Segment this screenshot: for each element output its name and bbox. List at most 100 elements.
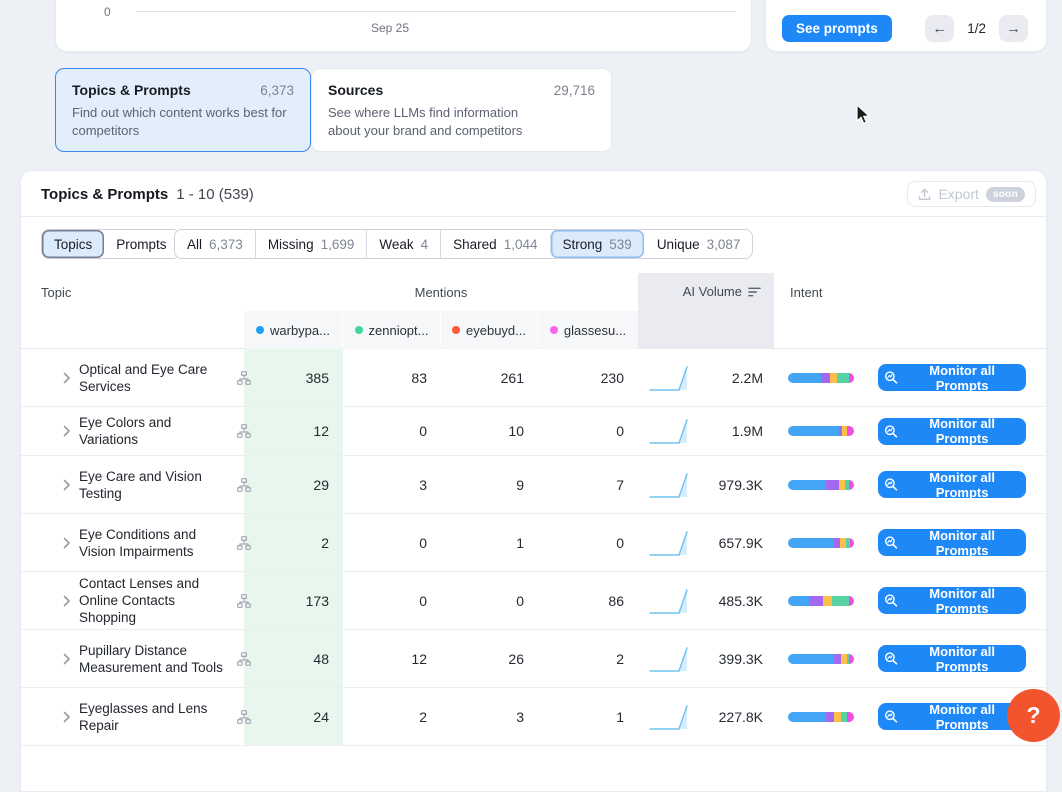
monitor-all-prompts-button[interactable]: Monitor all Prompts — [878, 364, 1026, 391]
monitor-all-prompts-button[interactable]: Monitor all Prompts — [878, 587, 1026, 614]
mentions-eyebuydirect: 0 — [441, 572, 538, 629]
intent-segment — [832, 596, 849, 606]
intent-segment — [847, 426, 854, 436]
monitor-all-prompts-button[interactable]: Monitor all Prompts — [878, 471, 1026, 498]
monitor-magnifier-icon — [884, 535, 898, 550]
toggle-prompts[interactable]: Prompts — [104, 230, 178, 258]
filter-missing[interactable]: Missing1,699 — [255, 230, 367, 258]
column-ai-volume[interactable]: AI Volume — [638, 273, 774, 349]
expand-chevron-icon[interactable] — [63, 595, 71, 607]
nav-card-count: 6,373 — [260, 83, 294, 98]
intent-segment — [821, 373, 830, 383]
mentions-zennioptical: 0 — [343, 514, 441, 571]
monitor-all-prompts-button[interactable]: Monitor all Prompts — [878, 703, 1026, 730]
table-row: Eye Conditions and Vision Impairments 2 … — [21, 514, 1046, 572]
monitor-button-label: Monitor all Prompts — [904, 363, 1020, 393]
mentions-warbyparker: 24 — [244, 688, 343, 745]
filter-unique[interactable]: Unique3,087 — [644, 230, 753, 258]
help-button[interactable]: ? — [1007, 689, 1060, 742]
mentions-glassesusa: 230 — [538, 349, 638, 406]
monitor-button-label: Monitor all Prompts — [904, 702, 1020, 732]
nav-card-title: Sources — [328, 82, 383, 98]
table-row: Eye Care and Vision Testing 29 3 9 7 979… — [21, 456, 1046, 514]
brand-dot — [256, 326, 264, 334]
trend-sparkline — [649, 644, 699, 674]
ai-volume-value: 485.3K — [701, 572, 763, 629]
ai-volume-value: 657.9K — [701, 514, 763, 571]
nav-card-sources[interactable]: Sources 29,716 See where LLMs find infor… — [311, 68, 612, 152]
topic-name[interactable]: Eye Conditions and Vision Impairments — [79, 526, 229, 560]
trend-sparkline — [649, 528, 699, 558]
brand-column-warbyparker[interactable]: warbypa... — [244, 311, 342, 349]
nav-card-topics-prompts[interactable]: Topics & Prompts 6,373 Find out which co… — [55, 68, 311, 152]
table-row: Optical and Eye Care Services 385 83 261… — [21, 349, 1046, 407]
mentions-glassesusa: 2 — [538, 630, 638, 687]
upload-icon — [918, 188, 931, 201]
monitor-all-prompts-button[interactable]: Monitor all Prompts — [878, 529, 1026, 556]
toggle-topics[interactable]: Topics — [42, 230, 104, 258]
topic-name[interactable]: Eye Colors and Variations — [79, 414, 229, 448]
intent-bar — [788, 596, 854, 606]
brand-column-glassesusa[interactable]: glassesu... — [538, 311, 638, 349]
mentions-glassesusa: 0 — [538, 514, 638, 571]
column-topic: Topic — [41, 273, 71, 311]
intent-segment — [788, 712, 826, 722]
topic-name[interactable]: Eye Care and Vision Testing — [79, 468, 229, 502]
table-title: Topics & Prompts — [41, 186, 168, 203]
ai-volume-value: 979.3K — [701, 456, 763, 513]
expand-chevron-icon[interactable] — [63, 653, 71, 665]
column-mentions: Mentions — [244, 273, 638, 311]
nav-card-description: Find out which content works best for co… — [72, 104, 294, 139]
nav-card-description: See where LLMs find information about yo… — [328, 104, 553, 139]
mentions-eyebuydirect: 3 — [441, 688, 538, 745]
expand-chevron-icon[interactable] — [63, 479, 71, 491]
intent-segment — [850, 538, 854, 548]
topic-name[interactable]: Contact Lenses and Online Contacts Shopp… — [79, 575, 229, 626]
intent-bar — [788, 654, 854, 664]
filter-strong[interactable]: Strong539 — [550, 230, 644, 258]
intent-segment — [788, 426, 839, 436]
mentions-glassesusa: 0 — [538, 407, 638, 455]
monitor-magnifier-icon — [884, 709, 898, 724]
intent-bar — [788, 373, 854, 383]
mentions-zennioptical: 83 — [343, 349, 441, 406]
mentions-warbyparker: 2 — [244, 514, 343, 571]
see-prompts-button[interactable]: See prompts — [782, 15, 892, 42]
monitor-magnifier-icon — [884, 593, 898, 608]
topic-name[interactable]: Eyeglasses and Lens Repair — [79, 700, 229, 734]
filter-weak[interactable]: Weak4 — [366, 230, 440, 258]
monitor-button-label: Monitor all Prompts — [904, 586, 1020, 616]
brand-column-zennioptical[interactable]: zenniopt... — [343, 311, 440, 349]
monitor-all-prompts-button[interactable]: Monitor all Prompts — [878, 418, 1026, 445]
topics-prompts-table-card: Topics & Prompts 1 - 10 (539) Export soo… — [20, 170, 1047, 792]
mentions-eyebuydirect: 261 — [441, 349, 538, 406]
intent-segment — [788, 538, 834, 548]
column-intent: Intent — [790, 273, 823, 311]
intent-segment — [849, 480, 854, 490]
filter-all[interactable]: All6,373 — [175, 230, 255, 258]
intent-segment — [834, 654, 841, 664]
expand-chevron-icon[interactable] — [63, 711, 71, 723]
expand-chevron-icon[interactable] — [63, 537, 71, 549]
prev-page-button[interactable]: ← — [925, 15, 954, 42]
topic-name[interactable]: Optical and Eye Care Services — [79, 361, 229, 395]
monitor-magnifier-icon — [884, 424, 898, 439]
monitor-magnifier-icon — [884, 477, 898, 492]
next-page-button[interactable]: → — [999, 15, 1028, 42]
intent-segment — [834, 712, 841, 722]
intent-segment — [788, 654, 834, 664]
mentions-glassesusa: 1 — [538, 688, 638, 745]
intent-segment — [830, 373, 838, 383]
intent-bar — [788, 712, 854, 722]
expand-chevron-icon[interactable] — [63, 372, 71, 384]
monitor-button-label: Monitor all Prompts — [904, 528, 1020, 558]
mentions-glassesusa: 86 — [538, 572, 638, 629]
intent-segment — [788, 480, 826, 490]
topic-name[interactable]: Pupillary Distance Measurement and Tools — [79, 642, 229, 676]
filter-shared[interactable]: Shared1,044 — [440, 230, 549, 258]
ai-volume-value: 1.9M — [701, 407, 763, 455]
export-button[interactable]: Export soon — [907, 181, 1036, 207]
monitor-all-prompts-button[interactable]: Monitor all Prompts — [878, 645, 1026, 672]
brand-column-eyebuydirect[interactable]: eyebuyd... — [441, 311, 537, 349]
expand-chevron-icon[interactable] — [63, 425, 71, 437]
